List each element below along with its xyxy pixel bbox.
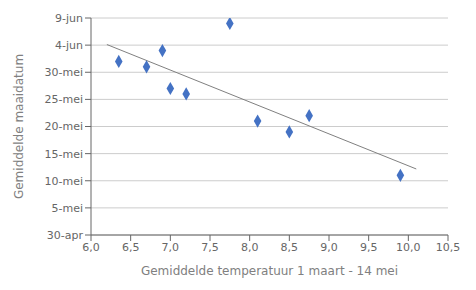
svg-text:4-jun: 4-jun xyxy=(55,39,83,52)
svg-text:10,5: 10,5 xyxy=(436,241,461,254)
svg-text:30-apr: 30-apr xyxy=(47,229,84,242)
svg-text:9-jun: 9-jun xyxy=(55,12,83,25)
svg-text:7,0: 7,0 xyxy=(162,241,180,254)
svg-text:15-mei: 15-mei xyxy=(44,148,83,161)
svg-text:10,0: 10,0 xyxy=(396,241,421,254)
svg-text:20-mei: 20-mei xyxy=(44,120,83,133)
svg-text:6,5: 6,5 xyxy=(122,241,140,254)
svg-text:8,0: 8,0 xyxy=(241,241,259,254)
svg-text:9,0: 9,0 xyxy=(320,241,338,254)
svg-text:8,5: 8,5 xyxy=(281,241,299,254)
svg-text:5-mei: 5-mei xyxy=(51,202,83,215)
svg-text:9,5: 9,5 xyxy=(360,241,378,254)
svg-text:7,5: 7,5 xyxy=(201,241,219,254)
svg-text:10-mei: 10-mei xyxy=(44,175,83,188)
svg-text:Gemiddelde temperatuur 1 maart: Gemiddelde temperatuur 1 maart - 14 mei xyxy=(141,264,398,278)
svg-text:30-mei: 30-mei xyxy=(44,66,83,79)
svg-text:Gemiddelde maaidatum: Gemiddelde maaidatum xyxy=(12,54,26,199)
svg-text:25-mei: 25-mei xyxy=(44,93,83,106)
svg-text:6,0: 6,0 xyxy=(82,241,100,254)
